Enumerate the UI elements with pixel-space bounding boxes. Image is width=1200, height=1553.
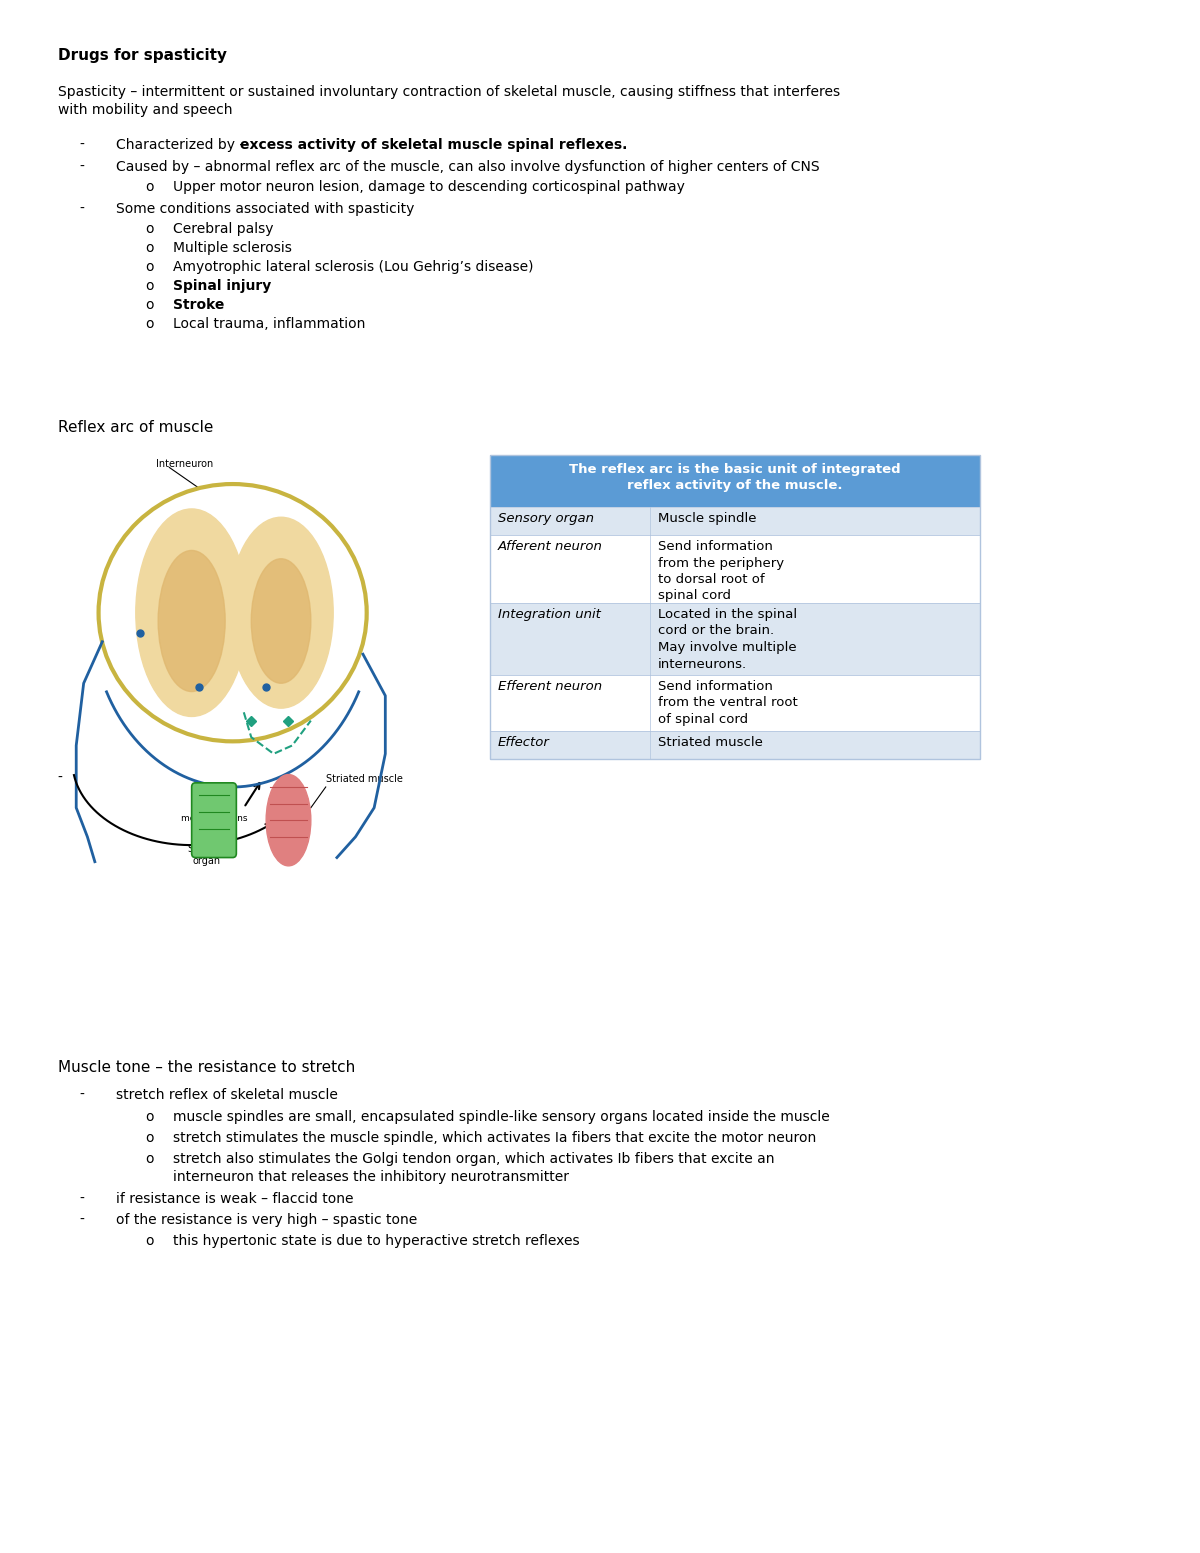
Text: Reflex arc of muscle: Reflex arc of muscle [58,419,212,435]
Text: stretch reflex of skeletal muscle: stretch reflex of skeletal muscle [115,1089,337,1103]
Ellipse shape [136,509,247,716]
FancyBboxPatch shape [192,783,236,857]
Text: Characterized by –: Characterized by – [115,138,251,152]
Text: o: o [145,1110,154,1124]
FancyBboxPatch shape [490,603,980,676]
Text: Local trauma, inflammation: Local trauma, inflammation [173,317,365,331]
Text: -: - [79,1089,84,1103]
Text: o: o [145,280,154,294]
Text: stretch stimulates the muscle spindle, which activates Ia fibers that excite the: stretch stimulates the muscle spindle, w… [173,1131,816,1145]
Text: Muscle spindle: Muscle spindle [658,512,756,525]
Ellipse shape [251,559,311,683]
Text: Caused by – abnormal reflex arc of the muscle, can also involve dysfunction of h: Caused by – abnormal reflex arc of the m… [115,160,820,174]
Text: Some conditions associated with spasticity: Some conditions associated with spastici… [115,202,414,216]
Text: Send information
from the periphery
to dorsal root of
spinal cord: Send information from the periphery to d… [658,540,784,603]
Text: Alpha
motor neurons: Alpha motor neurons [181,803,247,823]
Text: Striated muscle: Striated muscle [658,736,763,749]
Text: excess activity of skeletal muscle spinal reflexes.: excess activity of skeletal muscle spina… [240,138,626,152]
Text: Multiple sclerosis: Multiple sclerosis [173,241,292,255]
Text: -: - [79,1193,84,1207]
Text: of the resistance is very high – spastic tone: of the resistance is very high – spastic… [115,1213,416,1227]
Text: -: - [79,138,84,152]
Text: Effector: Effector [498,736,550,749]
Text: with mobility and speech: with mobility and speech [58,102,232,116]
Text: Integration unit: Integration unit [498,609,601,621]
Text: -: - [79,1213,84,1227]
Text: if resistance is weak – flaccid tone: if resistance is weak – flaccid tone [115,1193,353,1207]
Text: Located in the spinal
cord or the brain.
May involve multiple
interneurons.: Located in the spinal cord or the brain.… [658,609,797,671]
Text: The reflex arc is the basic unit of integrated
reflex activity of the muscle.: The reflex arc is the basic unit of inte… [569,463,901,492]
Text: Striated muscle: Striated muscle [325,773,403,784]
Text: this hypertonic state is due to hyperactive stretch reflexes: this hypertonic state is due to hyperact… [173,1235,580,1249]
Text: Stroke: Stroke [173,298,224,312]
Text: -: - [79,202,84,216]
Text: o: o [145,1131,154,1145]
FancyBboxPatch shape [490,455,980,506]
FancyBboxPatch shape [490,676,980,731]
Text: Sensory organ: Sensory organ [498,512,594,525]
Text: muscle spindles are small, encapsulated spindle-like sensory organs located insi: muscle spindles are small, encapsulated … [173,1110,829,1124]
FancyBboxPatch shape [490,731,980,759]
Ellipse shape [158,550,226,691]
Text: Amyotrophic lateral sclerosis (Lou Gehrig’s disease): Amyotrophic lateral sclerosis (Lou Gehri… [173,259,533,273]
Text: Interneuron: Interneuron [156,460,212,469]
Text: interneuron that releases the inhibitory neurotransmitter: interneuron that releases the inhibitory… [173,1169,569,1183]
Text: -: - [58,770,62,784]
Text: Sensory
organ: Sensory organ [187,845,226,867]
Text: stretch also stimulates the Golgi tendon organ, which activates Ib fibers that e: stretch also stimulates the Golgi tendon… [173,1152,774,1166]
Text: Drugs for spasticity: Drugs for spasticity [58,48,227,64]
Text: Send information
from the ventral root
of spinal cord: Send information from the ventral root o… [658,680,798,725]
FancyBboxPatch shape [490,534,980,603]
Text: o: o [145,298,154,312]
Text: Cerebral palsy: Cerebral palsy [173,222,274,236]
Text: Efferent neuron: Efferent neuron [498,680,602,693]
Text: o: o [145,259,154,273]
Text: o: o [145,241,154,255]
FancyBboxPatch shape [490,506,980,534]
Text: o: o [145,317,154,331]
Text: -: - [79,160,84,174]
Text: o: o [145,1152,154,1166]
Text: o: o [145,222,154,236]
Text: o: o [145,1235,154,1249]
Text: Upper motor neuron lesion, damage to descending corticospinal pathway: Upper motor neuron lesion, damage to des… [173,180,684,194]
Text: Spinal injury: Spinal injury [173,280,271,294]
Text: Spasticity – intermittent or sustained involuntary contraction of skeletal muscl: Spasticity – intermittent or sustained i… [58,85,840,99]
Ellipse shape [266,775,311,867]
Text: Afferent neuron: Afferent neuron [498,540,602,553]
Ellipse shape [229,517,334,708]
Text: o: o [145,180,154,194]
Text: Muscle tone – the resistance to stretch: Muscle tone – the resistance to stretch [58,1061,355,1075]
